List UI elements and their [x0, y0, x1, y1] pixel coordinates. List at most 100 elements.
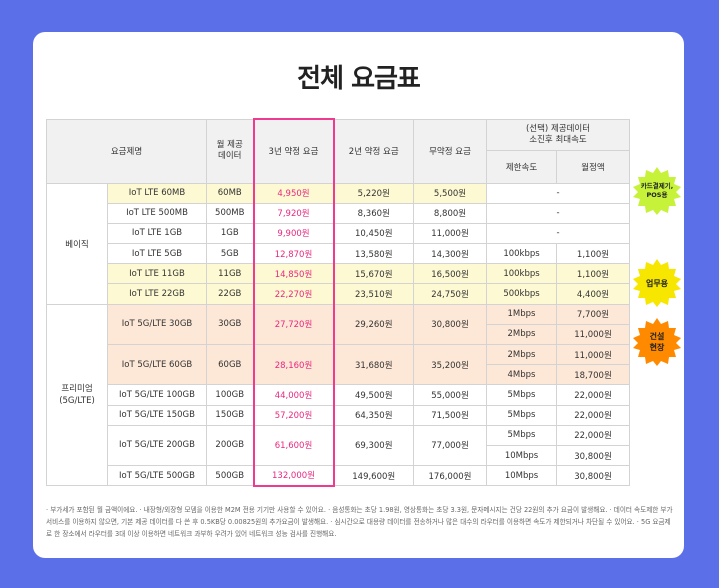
- option-fee: 1,100원: [555, 243, 631, 265]
- plan-name: IoT 5G/LTE 60GB: [107, 343, 207, 386]
- price-3yr: 27,720원: [252, 303, 335, 346]
- plan-name: IoT LTE 22GB: [107, 283, 207, 305]
- option-fee: 11,000원: [555, 343, 631, 366]
- table-row: IoT LTE 1GB 1GB 9,900원 10,450원 11,000원 -: [47, 222, 631, 245]
- price-3yr: 22,270원: [252, 283, 335, 305]
- plan-name: IoT 5G/LTE 500GB: [107, 465, 207, 487]
- plan-name: IoT 5G/LTE 100GB: [107, 384, 207, 406]
- plan-name: IoT LTE 5GB: [107, 243, 207, 265]
- page-title: 전체 요금표: [297, 64, 421, 94]
- option-fee: 30,800원: [555, 444, 631, 467]
- plan-name: IoT 5G/LTE 30GB: [107, 303, 207, 346]
- header-price-3yr: 3년 약정 요금: [252, 118, 335, 184]
- price-2yr: 5,220원: [333, 182, 414, 204]
- starburst-green-icon: [633, 167, 681, 215]
- price-3yr: 7,920원: [252, 202, 335, 224]
- group-premium-label: 프리미엄 (5G/LTE): [59, 383, 95, 406]
- table-row: IoT LTE 11GB 11GB 14,850원 15,670원 16,500…: [47, 263, 631, 285]
- option-speed: 5Mbps: [486, 424, 557, 446]
- option-fee: 30,800원: [555, 465, 631, 487]
- footnotes: · 부가세가 포함된 월 금액이에요. · 내장형/외장형 모뎀을 이용한 M2…: [46, 506, 673, 538]
- plan-data: 100GB: [206, 384, 254, 406]
- price-2yr: 15,670원: [333, 263, 414, 285]
- table-row: IoT 5G/LTE 60GB 60GB 28,160원 31,680원 35,…: [47, 343, 631, 386]
- price-2yr: 64,350원: [333, 404, 414, 426]
- option-speed: 10Mbps: [486, 465, 557, 487]
- starburst-yellow-icon: [633, 259, 681, 307]
- group-basic: 베이직: [46, 182, 108, 305]
- price-2yr: 23,510원: [333, 283, 414, 305]
- plan-name: IoT LTE 60MB: [107, 182, 207, 204]
- header-data: 월 제공 데이터: [206, 118, 254, 184]
- price-3yr: 12,870원: [252, 243, 335, 265]
- option-speed: 4Mbps: [486, 364, 557, 386]
- price-2yr: 69,300원: [333, 424, 414, 467]
- price-2yr: 29,260원: [333, 303, 414, 346]
- price-none: 77,000원: [413, 424, 487, 467]
- option-speed: 500kbps: [486, 283, 557, 305]
- plan-name: IoT LTE 1GB: [107, 222, 207, 245]
- option-fee: 22,000원: [555, 404, 631, 426]
- price-none: 30,800원: [413, 303, 487, 346]
- plan-data: 60GB: [206, 343, 254, 386]
- option-speed: 5Mbps: [486, 384, 557, 406]
- price-2yr: 31,680원: [333, 343, 414, 386]
- price-none: 16,500원: [413, 263, 487, 285]
- group-premium: 프리미엄 (5G/LTE): [46, 303, 108, 487]
- option-speed: 100kbps: [486, 263, 557, 285]
- badge-construction: 건설 현장: [633, 318, 681, 366]
- starburst-orange-icon: [633, 318, 681, 366]
- price-3yr: 44,000원: [252, 384, 335, 406]
- price-2yr: 49,500원: [333, 384, 414, 406]
- price-3yr: 61,600원: [252, 424, 335, 467]
- price-3yr: 57,200원: [252, 404, 335, 426]
- pricing-card: 전체 요금표 요금제명 월 제공 데이터 3년 약정 요금 2년 약정 요금 무…: [33, 32, 684, 558]
- plan-data: 200GB: [206, 424, 254, 467]
- price-none: 5,500원: [413, 182, 487, 204]
- option-fee: 4,400원: [555, 283, 631, 305]
- header-limit-speed: 제한속도: [486, 149, 557, 184]
- table-row: IoT 5G/LTE 100GB 100GB 44,000원 49,500원 5…: [47, 384, 631, 406]
- price-none: 176,000원: [413, 465, 487, 487]
- price-3yr: 4,950원: [252, 182, 335, 204]
- table-row: 2Mbps 11,000원: [47, 323, 631, 346]
- table-row: IoT LTE 22GB 22GB 22,270원 23,510원 24,750…: [47, 283, 631, 305]
- plan-name: IoT LTE 11GB: [107, 263, 207, 285]
- option-fee: 11,000원: [555, 323, 631, 346]
- table-row: 10Mbps 30,800원: [47, 444, 631, 467]
- plan-data: 1GB: [206, 222, 254, 245]
- plan-data: 11GB: [206, 263, 254, 285]
- badge-construction-label: 건설 현장: [649, 332, 665, 352]
- price-2yr: 8,360원: [333, 202, 414, 224]
- table-row: IoT 5G/LTE 200GB 200GB 61,600원 69,300원 7…: [47, 424, 631, 467]
- table-row: IoT LTE 5GB 5GB 12,870원 13,580원 14,300원 …: [47, 243, 631, 265]
- option-speed: -: [485, 182, 631, 204]
- plan-data: 150GB: [206, 404, 254, 426]
- price-none: 71,500원: [413, 404, 487, 426]
- option-speed: -: [485, 222, 631, 245]
- header-price-none: 무약정 요금: [413, 118, 487, 184]
- plan-name: IoT 5G/LTE 200GB: [107, 424, 207, 467]
- price-3yr: 132,000원: [252, 465, 335, 487]
- option-speed: 2Mbps: [486, 323, 557, 346]
- table-row: IoT 5G/LTE 500GB 500GB 132,000원 149,600원…: [47, 465, 631, 487]
- plan-data: 30GB: [206, 303, 254, 346]
- header-option-text: (선택) 제공데이터 소진후 최대속도: [525, 123, 591, 145]
- plan-data: 500GB: [206, 465, 254, 487]
- plan-data: 5GB: [206, 243, 254, 265]
- table-row: IoT LTE 500MB 500MB 7,920원 8,360원 8,800원…: [47, 202, 631, 224]
- price-none: 55,000원: [413, 384, 487, 406]
- option-speed: 100kbps: [486, 243, 557, 265]
- price-2yr: 149,600원: [333, 465, 414, 487]
- price-3yr: 9,900원: [252, 222, 335, 245]
- header-plan: 요금제명: [46, 118, 207, 184]
- price-3yr: 14,850원: [252, 263, 335, 285]
- plan-name: IoT 5G/LTE 150GB: [107, 404, 207, 426]
- plan-data: 500MB: [206, 202, 254, 224]
- price-none: 35,200원: [413, 343, 487, 386]
- badge-card-pos: 카드결제기, POS용: [633, 167, 681, 215]
- price-none: 14,300원: [413, 243, 487, 265]
- table-row: 베이직 IoT LTE 60MB 60MB 4,950원 5,220원 5,50…: [46, 182, 631, 305]
- header-price-2yr: 2년 약정 요금: [333, 118, 414, 184]
- option-speed: 1Mbps: [486, 303, 557, 325]
